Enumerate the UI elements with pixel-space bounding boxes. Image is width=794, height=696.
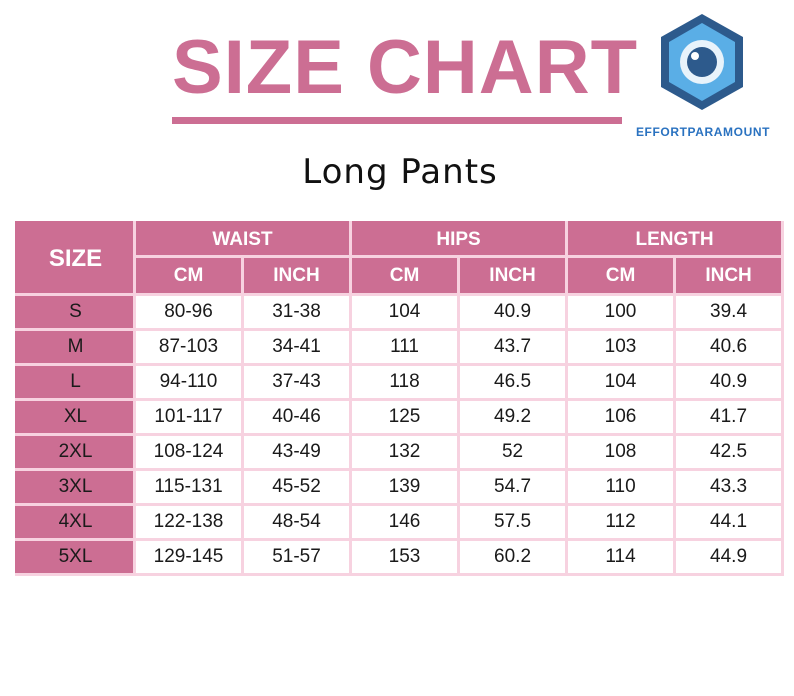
length-inch-cell: 40.9	[673, 363, 785, 401]
table-row: L 94-110 37-43 118 46.5 104 40.9	[15, 363, 785, 401]
length-cm-cell: 108	[565, 433, 677, 471]
hips-inch-cell: 60.2	[457, 538, 569, 576]
waist-cm-cell: 122-138	[133, 503, 244, 541]
length-cm-cell: 103	[565, 328, 677, 366]
waist-cm-header: CM	[133, 255, 244, 296]
waist-cm-cell: 115-131	[133, 468, 244, 506]
waist-inch-cell: 40-46	[240, 398, 353, 436]
waist-inch-cell: 31-38	[240, 293, 353, 331]
size-label: XL	[15, 398, 136, 436]
brand-logo-graphic	[661, 14, 743, 110]
waist-inch-cell: 34-41	[240, 328, 353, 366]
waist-inch-cell: 48-54	[240, 503, 353, 541]
length-cm-cell: 112	[565, 503, 677, 541]
waist-cm-cell: 94-110	[133, 363, 244, 401]
table-row: XL 101-117 40-46 125 49.2 106 41.7	[15, 398, 785, 436]
table-row: 5XL 129-145 51-57 153 60.2 114 44.9	[15, 538, 785, 576]
length-inch-cell: 40.6	[673, 328, 785, 366]
length-cm-header: CM	[565, 255, 677, 296]
hips-inch-cell: 49.2	[457, 398, 569, 436]
size-column-header: SIZE	[15, 221, 136, 296]
camera-lens-hexagon-icon	[658, 12, 746, 112]
table-row: 4XL 122-138 48-54 146 57.5 112 44.1	[15, 503, 785, 541]
waist-inch-cell: 45-52	[240, 468, 353, 506]
length-inch-cell: 39.4	[673, 293, 785, 331]
length-cm-cell: 104	[565, 363, 677, 401]
length-cm-cell: 100	[565, 293, 677, 331]
size-label: 5XL	[15, 538, 136, 576]
table-unit-header-row: CM INCH CM INCH CM INCH	[17, 255, 785, 296]
length-inch-cell: 44.1	[673, 503, 785, 541]
length-cm-cell: 106	[565, 398, 677, 436]
waist-cm-cell: 129-145	[133, 538, 244, 576]
hips-cm-cell: 111	[349, 328, 461, 366]
hips-inch-cell: 43.7	[457, 328, 569, 366]
waist-inch-cell: 43-49	[240, 433, 353, 471]
length-group-header: LENGTH	[565, 221, 785, 258]
hips-cm-cell: 104	[349, 293, 461, 331]
size-label: L	[15, 363, 136, 401]
size-label: M	[15, 328, 136, 366]
waist-inch-header: INCH	[240, 255, 353, 296]
waist-inch-cell: 37-43	[240, 363, 353, 401]
size-label: 2XL	[15, 433, 136, 471]
page-subtitle: Long Pants	[302, 152, 498, 192]
length-inch-cell: 44.9	[673, 538, 785, 576]
table-group-header-row: SIZE WAIST HIPS LENGTH	[15, 221, 785, 296]
hips-group-header: HIPS	[349, 221, 569, 258]
length-cm-cell: 114	[565, 538, 677, 576]
hips-cm-cell: 132	[349, 433, 461, 471]
size-label: S	[15, 293, 136, 331]
hips-inch-cell: 54.7	[457, 468, 569, 506]
table-row: 3XL 115-131 45-52 139 54.7 110 43.3	[15, 468, 785, 506]
waist-inch-cell: 51-57	[240, 538, 353, 576]
waist-group-header: WAIST	[132, 221, 353, 258]
waist-cm-cell: 101-117	[133, 398, 244, 436]
hips-inch-cell: 52	[457, 433, 569, 471]
size-label: 3XL	[15, 468, 136, 506]
waist-cm-cell: 80-96	[133, 293, 244, 331]
table-row: S 80-96 31-38 104 40.9 100 39.4	[15, 293, 785, 331]
brand-name: EFFORTPARAMOUNT	[635, 125, 771, 139]
length-inch-cell: 43.3	[673, 468, 785, 506]
waist-cm-cell: 87-103	[133, 328, 244, 366]
length-cm-cell: 110	[565, 468, 677, 506]
table-row: M 87-103 34-41 111 43.7 103 40.6	[15, 328, 785, 366]
hips-cm-header: CM	[349, 255, 461, 296]
length-inch-cell: 41.7	[673, 398, 785, 436]
length-inch-cell: 42.5	[673, 433, 785, 471]
hips-inch-header: INCH	[457, 255, 569, 296]
hips-inch-cell: 40.9	[457, 293, 569, 331]
hips-cm-cell: 146	[349, 503, 461, 541]
page-title: SIZE CHART	[172, 25, 638, 110]
hips-cm-cell: 125	[349, 398, 461, 436]
hips-cm-cell: 153	[349, 538, 461, 576]
length-inch-header: INCH	[673, 255, 785, 296]
hips-cm-cell: 118	[349, 363, 461, 401]
size-chart-table: SIZE WAIST HIPS LENGTH CM INCH CM INCH C…	[15, 221, 785, 576]
waist-cm-cell: 108-124	[133, 433, 244, 471]
hips-inch-cell: 46.5	[457, 363, 569, 401]
hips-cm-cell: 139	[349, 468, 461, 506]
hips-inch-cell: 57.5	[457, 503, 569, 541]
title-underline	[172, 117, 622, 124]
size-label: 4XL	[15, 503, 136, 541]
table-row: 2XL 108-124 43-49 132 52 108 42.5	[15, 433, 785, 471]
